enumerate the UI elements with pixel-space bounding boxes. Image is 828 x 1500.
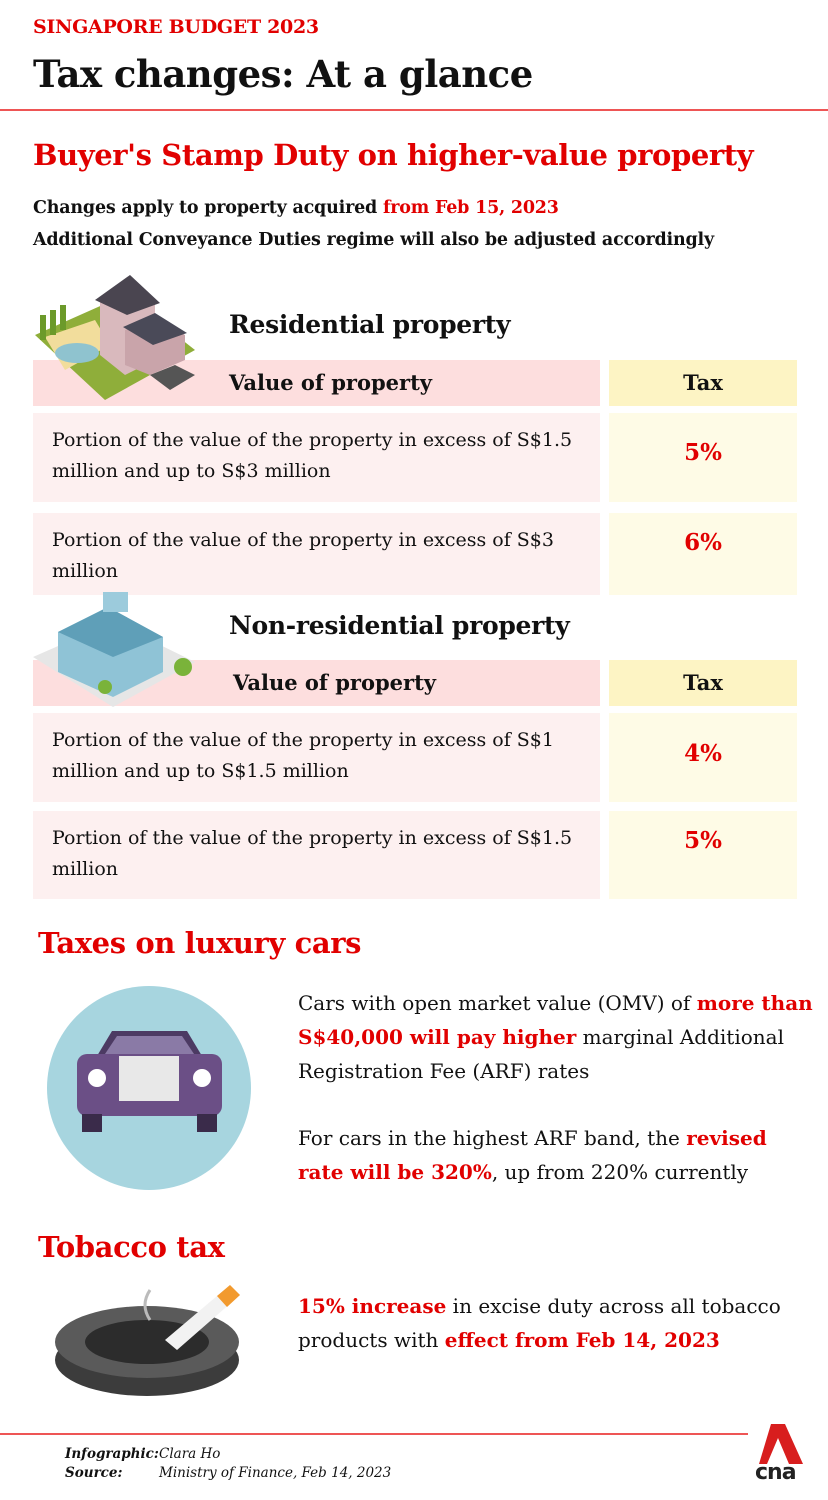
cars-paragraph-2: For cars in the highest ARF band, the re… [298,1121,818,1189]
credit-infographic: Infographic:Clara Ho [65,1446,220,1462]
cna-logo-text: cna [755,1460,797,1485]
residential-row-2-value: Portion of the value of the property in … [33,513,600,595]
residential-title: Residential property [229,310,511,339]
highlight: 15% increase [298,1294,447,1318]
nonres-row-1-value: Portion of the value of the property in … [33,713,600,802]
highlight: effect from Feb 14, 2023 [444,1328,720,1352]
text: Cars with open market value (OMV) of [298,991,697,1015]
highlight: revised rate will be 320% [298,1126,767,1184]
nonres-title: Non-residential property [229,611,570,640]
tobacco-heading: Tobacco tax [38,1230,225,1264]
divider [0,109,828,111]
residential-row-2-tax: 6% [609,513,797,595]
text: For cars in the highest ARF band, the [298,1126,687,1150]
stamp-duty-line2: Additional Conveyance Duties regime will… [33,230,714,250]
line1-text: Changes apply to property acquired [33,198,383,218]
building-illustration-icon [33,592,195,707]
stamp-duty-heading: Buyer's Stamp Duty on higher-value prope… [33,138,754,172]
credit-source: Source: Ministry of Finance, Feb 14, 2023 [65,1465,391,1481]
highlight: more than S$40,000 will pay higher [298,991,813,1049]
cars-heading: Taxes on luxury cars [38,926,362,960]
residential-row-1-tax: 5% [609,413,797,502]
cars-paragraph-1: Cars with open market value (OMV) of mor… [298,986,818,1088]
text: in excise duty across all tobacco produc… [298,1294,781,1352]
residential-row-1-value: Portion of the value of the property in … [33,413,600,502]
residential-tax-header: Tax [609,360,797,406]
stamp-duty-line1: Changes apply to property acquired from … [33,198,559,218]
label: Infographic: [65,1446,159,1462]
kicker: SINGAPORE BUDGET 2023 [33,16,319,38]
line1-highlight: from Feb 15, 2023 [382,198,559,218]
text: , up from 220% currently [491,1160,749,1184]
car-illustration-icon [47,986,251,1190]
value: Clara Ho [159,1446,221,1462]
value: Ministry of Finance, Feb 14, 2023 [159,1465,392,1481]
footer-divider [0,1433,748,1435]
nonres-tax-header: Tax [609,660,797,706]
cna-logo-icon [759,1424,803,1464]
house-illustration-icon [35,275,195,400]
nonres-row-2-value: Portion of the value of the property in … [33,811,600,899]
tobacco-paragraph: 15% increase in excise duty across all t… [298,1289,818,1357]
nonres-row-1-tax: 4% [609,713,797,802]
nonres-row-2-tax: 5% [609,811,797,899]
text: marginal Additional Registration Fee (AR… [298,1025,784,1083]
page-title: Tax changes: At a glance [33,52,533,96]
ashtray-cigarette-icon [55,1285,240,1396]
label: Source: [65,1465,123,1481]
